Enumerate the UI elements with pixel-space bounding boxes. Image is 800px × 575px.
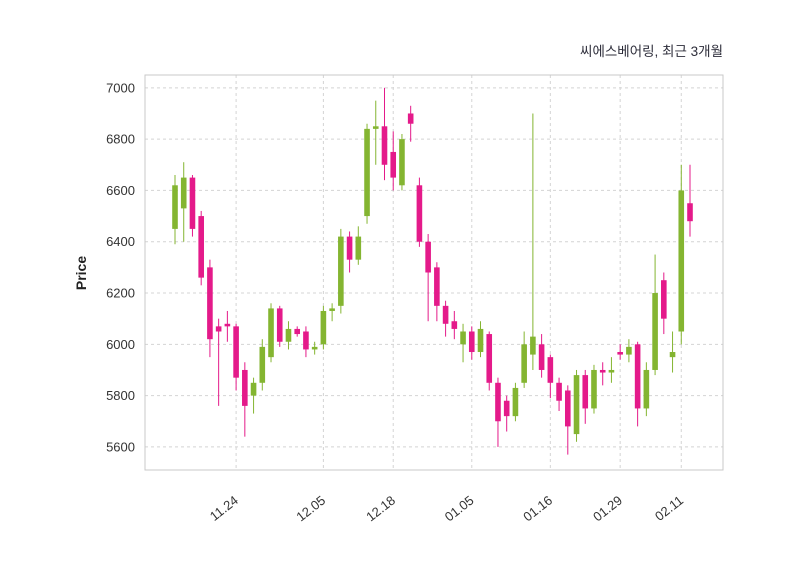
candle-down (303, 326, 309, 358)
candle-up (608, 357, 615, 383)
candle-up (399, 133, 405, 191)
x-tick-label: 01.29 (590, 493, 625, 525)
candle-up (477, 321, 484, 358)
x-tick-label: 01.05 (442, 493, 477, 525)
candle-up (652, 254, 658, 376)
candle-down (634, 341, 641, 427)
candle-up (250, 377, 257, 414)
candle-up (172, 175, 178, 245)
candle-up (355, 226, 362, 265)
y-tick-label: 6000 (106, 337, 135, 352)
candle-up (669, 331, 676, 373)
candle-down (434, 262, 440, 322)
candle-down (189, 175, 196, 237)
candle-up (372, 100, 379, 165)
candle-down (425, 234, 431, 322)
candle-up (512, 382, 519, 422)
candle-up (678, 164, 685, 345)
candle-down (390, 131, 397, 191)
candle-up (320, 305, 327, 350)
x-tick-label: 12.05 (293, 493, 328, 525)
candle-down (538, 334, 545, 378)
x-tick-label: 12.18 (363, 493, 398, 525)
candle-up (573, 369, 580, 442)
candle-down (346, 231, 353, 273)
candle-down (495, 377, 501, 447)
chart-title: 씨에스베어링, 최근 3개월 (580, 44, 723, 59)
axis-tick-labels: 5600 5800 6000 6200 6400 6600 6800 7000 11.24 12.… (106, 80, 686, 524)
candle-up (460, 323, 466, 363)
y-tick-label: 5600 (106, 439, 135, 454)
plot-border-rect (144, 74, 724, 471)
candle-down (224, 310, 231, 342)
candle-up (180, 162, 187, 242)
candle-down (468, 326, 475, 360)
plot-border (144, 74, 724, 471)
y-tick-label: 5800 (106, 388, 135, 403)
y-tick-label: 6200 (106, 286, 135, 301)
y-tick-label: 6400 (106, 234, 135, 249)
candle-down (661, 272, 667, 335)
y-tick-label: 6800 (106, 132, 135, 147)
candle-down (503, 395, 510, 432)
candle-down (198, 210, 204, 286)
candle-up (626, 339, 632, 363)
candles (172, 87, 693, 455)
candle-down (407, 105, 414, 142)
candle-down (564, 385, 571, 455)
candle-down (617, 344, 623, 360)
candle-down (294, 326, 301, 337)
candle-up (521, 331, 527, 388)
candle-down (599, 362, 606, 386)
y-tick-label: 7000 (106, 80, 135, 95)
candle-down (582, 369, 589, 424)
y-axis-label: Price (73, 256, 89, 290)
candle-down (687, 164, 693, 237)
candle-down (416, 177, 423, 247)
candle-up (268, 303, 274, 363)
candle-up (259, 339, 266, 391)
candle-down (556, 377, 562, 412)
candle-down (215, 318, 222, 406)
candle-up (530, 113, 536, 370)
candle-down (451, 310, 458, 340)
candle-up (643, 362, 650, 417)
candle-down (486, 331, 493, 391)
gridlines (145, 75, 723, 470)
candle-up (285, 321, 292, 350)
candle-up (311, 341, 318, 355)
candle-down (442, 300, 449, 337)
candle-down (547, 354, 554, 399)
candle-up (329, 303, 335, 322)
candle-up (338, 228, 344, 314)
candle-down (276, 305, 283, 347)
x-tick-label: 11.24 (207, 493, 241, 524)
x-tick-label: 01.16 (520, 493, 555, 525)
candle-down (242, 362, 248, 437)
candle-down (381, 87, 388, 181)
candle-up (364, 123, 370, 224)
candle-down (233, 323, 239, 391)
x-tick-label: 02.11 (652, 493, 686, 524)
candle-down (207, 259, 213, 358)
y-tick-label: 6600 (106, 183, 135, 198)
candle-up (591, 364, 597, 414)
